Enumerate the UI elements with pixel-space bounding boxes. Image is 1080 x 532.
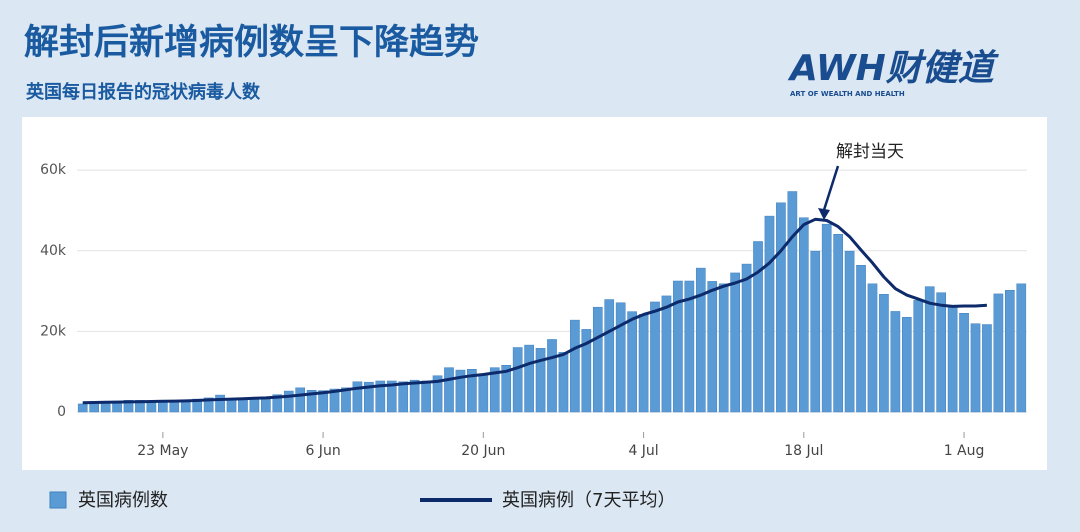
bar [673,280,683,413]
bar [695,267,706,413]
annotation-arrowhead [818,208,830,220]
x-tick-label: 20 Jun [461,443,505,459]
bar [810,250,821,413]
bar [913,300,924,413]
bar [489,367,500,413]
y-tick-label: 40k [40,243,67,259]
x-tick-label: 23 May [137,443,188,459]
bar [158,401,168,413]
bar [684,280,695,413]
bar [341,387,351,413]
bar [959,312,969,413]
bar [947,306,958,413]
bar [215,394,225,413]
bar [821,223,832,413]
bar [501,364,512,413]
legend-label: 英国病例（7天平均） [502,490,675,511]
bar [261,398,271,413]
bar [982,324,992,413]
bar [444,367,454,413]
bar [856,265,866,413]
bar [718,283,729,413]
bar [844,250,855,413]
bar [867,283,878,413]
bar [615,302,626,413]
bar [627,311,637,413]
x-tick-label: 4 Jul [628,443,658,459]
chart-title: 解封后新增病例数呈下降趋势 [24,23,479,63]
bar [604,299,615,413]
bar [901,317,912,413]
y-tick-label: 0 [57,404,66,420]
bar [707,281,718,413]
bar [753,241,763,413]
bar [421,380,431,413]
y-tick-label: 60k [40,162,67,178]
bar [1005,290,1015,413]
bar [478,374,489,413]
bar [650,301,660,413]
bar [77,403,88,413]
bar [467,369,477,413]
bar [203,397,214,413]
bar [409,379,420,413]
bar [455,369,466,413]
legend-swatch [49,491,67,509]
bar [272,394,283,413]
bar [306,389,317,413]
bar [638,314,649,413]
bar [524,344,534,413]
bar [581,329,592,413]
x-tick-label: 18 Jul [784,443,823,459]
bar [741,263,752,413]
y-tick-label: 20k [40,323,67,339]
bar [558,352,569,413]
chart-subtitle: 英国每日报告的冠状病毒人数 [25,81,261,103]
bar [432,375,443,413]
bar [364,381,374,413]
bar [936,292,946,413]
bar [512,347,523,413]
bar [238,398,248,413]
bar [730,272,740,413]
bar [329,388,340,413]
bar [787,191,798,413]
bar [570,319,580,413]
bar [283,390,294,413]
bar [352,381,363,413]
bar [398,381,409,413]
bar [970,323,981,413]
bar [386,380,397,413]
annotation: 解封当天 [836,142,904,162]
x-tick-label: 6 Jun [305,443,340,459]
bar [833,233,843,413]
average-line [82,217,988,405]
logo-tagline: ART OF WEALTH AND HEALTH [790,90,905,98]
x-tick-label: 1 Aug [944,443,985,459]
bar [375,380,386,413]
bar [776,202,786,413]
bar [764,215,775,413]
annotation-arrow [822,165,840,211]
bar [993,293,1004,413]
bar [123,400,134,413]
bar [890,311,901,413]
bar [592,306,603,413]
bar [879,294,889,413]
bar [547,339,557,413]
legend-label: 英国病例数 [78,490,168,511]
bar [798,217,809,413]
bar [169,401,180,413]
bar [924,286,935,413]
bar [89,402,99,413]
plot: 0 20k 40k 60k 23 May 6 Jun 20 Jun 4 Jul 18 Jul 1 … [40,162,1027,459]
bar [1016,283,1027,413]
bar [295,387,306,413]
bar [249,398,260,413]
bar [318,390,328,413]
bar [661,295,672,413]
bar [535,348,546,413]
logo: AWH财健道 [787,48,1000,89]
